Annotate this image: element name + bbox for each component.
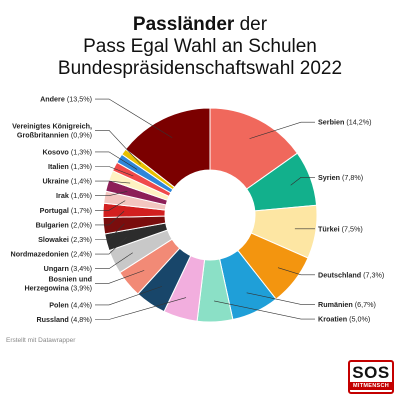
logo-big-text: SOS (352, 363, 390, 382)
leader-line-vereinigtes-konigreich-grossbritannien (95, 130, 141, 165)
label-turkei: Türkei (7,5%) (318, 224, 363, 233)
leader-line-ukraine (95, 180, 131, 184)
label-name-kroatien: Kroatien (318, 315, 347, 324)
label-name-slowakei: Slowakei (38, 235, 69, 244)
title-bold: Passländer (132, 14, 235, 35)
label-vereinigtes-konigreich-grossbritannien: Vereinigtes Königreich, Großbritannien (0… (12, 121, 92, 139)
label-name-andere: Andere (40, 95, 65, 104)
label-andere: Andere (13,5%) (40, 95, 92, 104)
label-name-deutschland: Deutschland (318, 270, 361, 279)
label-russland: Russland (4,8%) (36, 315, 92, 324)
label-value-deutschland: (7,3%) (361, 270, 384, 279)
label-nordmazedonien: Nordmazedonien (2,4%) (11, 250, 92, 259)
leader-line-polen (95, 286, 163, 306)
label-polen: Polen (4,4%) (49, 300, 92, 309)
leader-line-kroatien (213, 300, 315, 320)
label-name-portugal: Portugal (40, 206, 69, 215)
label-value-syrien: (7,8%) (340, 173, 363, 182)
leader-line-kosovo (95, 151, 138, 170)
label-slowakei: Slowakei (2,3%) (38, 235, 92, 244)
label-name-ungarn: Ungarn (44, 264, 69, 273)
label-name-bosnien-und-herzegowina-2: Herzegowina (24, 283, 69, 292)
label-value-andere: (13,5%) (65, 95, 92, 104)
label-syrien: Syrien (7,8%) (318, 173, 363, 182)
title-line-2: Pass Egal Wahl an Schulen (83, 36, 317, 57)
label-value-ukraine: (1,4%) (69, 177, 92, 186)
label-value-portugal: (1,7%) (69, 206, 92, 215)
label-value-italien: (1,3%) (69, 162, 92, 171)
label-value-serbien: (14,2%) (344, 118, 371, 127)
label-name-vereinigtes-konigreich-grossbritannien-1: Vereinigtes Königreich, (12, 121, 92, 130)
label-value-slowakei: (2,3%) (69, 235, 92, 244)
donut-slices (102, 107, 318, 323)
title-rest: der (234, 14, 268, 35)
label-name-russland: Russland (36, 315, 68, 324)
label-kosovo: Kosovo (1,3%) (42, 147, 92, 156)
label-serbien: Serbien (14,2%) (318, 118, 372, 127)
slice-labels: Serbien (14,2%) Syrien (7,8%) Türkei (7,5%… (11, 95, 385, 324)
label-bosnien-und-herzegowina: Bosnien und Herzegowina (3,9%) (24, 274, 92, 292)
label-value-polen: (4,4%) (69, 300, 92, 309)
label-value-russland: (4,8%) (69, 315, 92, 324)
label-value-kroatien: (5,0%) (347, 315, 370, 324)
label-value-bulgarien: (2,0%) (69, 220, 92, 229)
leader-line-rumanien (246, 292, 315, 305)
label-name-nordmazedonien: Nordmazedonien (11, 250, 69, 259)
label-value-vereinigtes-konigreich-grossbritannien: (0,9%) (69, 130, 92, 139)
leader-line-russland (95, 297, 187, 320)
title-line-3: Bundespräsidenschaftswahl 2022 (57, 58, 343, 79)
label-value-nordmazedonien: (2,4%) (69, 250, 92, 259)
leader-line-serbien (249, 121, 315, 139)
label-rumanien: Rumänien (6,7%) (318, 300, 376, 309)
label-name-ukraine: Ukraine (42, 177, 68, 186)
label-value-turkei: (7,5%) (340, 224, 363, 233)
leader-line-slowakei (95, 223, 125, 240)
label-name-irak: Irak (56, 191, 69, 200)
label-name-bulgarien: Bulgarien (36, 220, 69, 229)
label-italien: Italien (1,3%) (48, 162, 92, 171)
label-value-kosovo: (1,3%) (69, 147, 92, 156)
label-value-bosnien-und-herzegowina: (3,9%) (69, 283, 92, 292)
label-name-turkei: Türkei (318, 224, 340, 233)
label-name-vereinigtes-konigreich-grossbritannien-2: Großbritannien (17, 130, 69, 139)
label-name-rumanien: Rumänien (318, 300, 353, 309)
chart-title: Passländer der Pass Egal Wahl an Schulen… (0, 14, 400, 80)
label-ukraine: Ukraine (1,4%) (42, 177, 92, 186)
label-name-polen: Polen (49, 300, 69, 309)
leader-line-syrien (290, 177, 315, 186)
label-name-syrien: Syrien (318, 173, 340, 182)
leader-line-italien (95, 166, 134, 177)
label-deutschland: Deutschland (7,3%) (318, 270, 384, 279)
label-value-ungarn: (3,4%) (69, 264, 92, 273)
leader-line-andere (95, 98, 173, 138)
leader-lines (95, 98, 315, 320)
label-value-rumanien: (6,7%) (353, 300, 376, 309)
credit-text: Erstellt mit Datawrapper (6, 337, 76, 344)
title-line-1: Passländer der (0, 14, 400, 36)
leader-line-nordmazedonien (95, 236, 128, 255)
label-kroatien: Kroatien (5,0%) (318, 315, 370, 324)
label-name-serbien: Serbien (318, 118, 344, 127)
label-irak: Irak (1,6%) (56, 191, 92, 200)
label-name-kosovo: Kosovo (42, 147, 69, 156)
label-bulgarien: Bulgarien (2,0%) (36, 220, 92, 229)
label-name-bosnien-und-herzegowina-1: Bosnien und (48, 274, 92, 283)
label-value-irak: (1,6%) (69, 191, 92, 200)
leader-line-bulgarien (95, 211, 125, 226)
label-name-italien: Italien (48, 162, 69, 171)
label-portugal: Portugal (1,7%) (40, 206, 92, 215)
logo-small-text: MITMENSCH (350, 382, 392, 390)
sos-mitmensch-logo: SOS MITMENSCH (348, 360, 394, 394)
label-ungarn: Ungarn (3,4%) (44, 264, 92, 273)
leader-line-irak (95, 191, 128, 196)
slice-andere (124, 107, 211, 189)
leader-line-deutschland (277, 267, 315, 276)
leader-line-portugal (95, 200, 126, 211)
leader-line-ungarn (95, 252, 133, 270)
leader-line-bosnien-und-herzegowina (95, 270, 145, 284)
